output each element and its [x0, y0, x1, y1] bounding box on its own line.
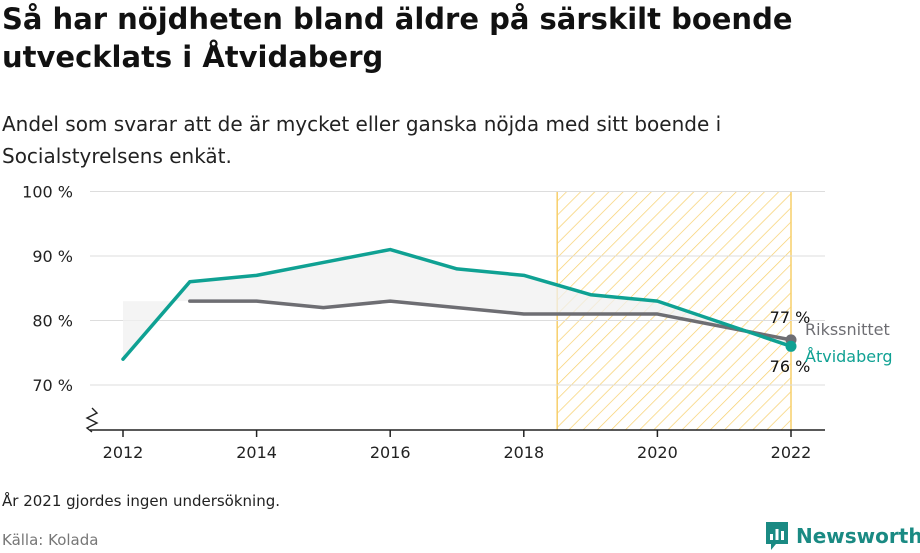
y-tick-label: 90 % [32, 247, 73, 266]
line-chart: 70 % 80 % 90 % 100 % 2012 2014 2016 2018 2020 202… [22, 183, 893, 463]
x-tick-label: 2016 [370, 443, 411, 462]
source-credit: Källa: Kolada [2, 531, 99, 549]
end-dot-atvidaberg [785, 340, 797, 352]
end-label-atvidaberg-name: Åtvidaberg [805, 347, 893, 366]
end-label-riket-value: 77 % [770, 308, 811, 327]
brand-name: Newsworthy [796, 524, 920, 548]
axis-break-icon [85, 407, 99, 433]
x-tick-label: 2022 [771, 443, 812, 462]
x-tick-label: 2018 [503, 443, 544, 462]
newsworthy-logo-icon [766, 522, 788, 550]
chart-title: Så har nöjdheten bland äldre på särskilt… [2, 2, 793, 74]
x-tick-label: 2020 [637, 443, 678, 462]
x-tick-label: 2014 [236, 443, 277, 462]
end-label-atvidaberg-value: 76 % [770, 357, 811, 376]
y-tick-label: 80 % [32, 312, 73, 331]
y-tick-label: 70 % [32, 376, 73, 395]
series-line-riket [188, 299, 793, 342]
chart-subtitle: Andel som svarar att de är mycket eller … [2, 112, 722, 168]
end-label-riket-name: Rikssnittet [805, 320, 890, 339]
x-tick-label: 2012 [103, 443, 144, 462]
brand-logo: Newsworthy [764, 519, 920, 553]
difference-area [123, 249, 791, 360]
series-line-atvidaberg [121, 247, 793, 361]
footnote: År 2021 gjordes ingen undersökning. [2, 492, 281, 510]
y-tick-label: 100 % [22, 183, 73, 202]
